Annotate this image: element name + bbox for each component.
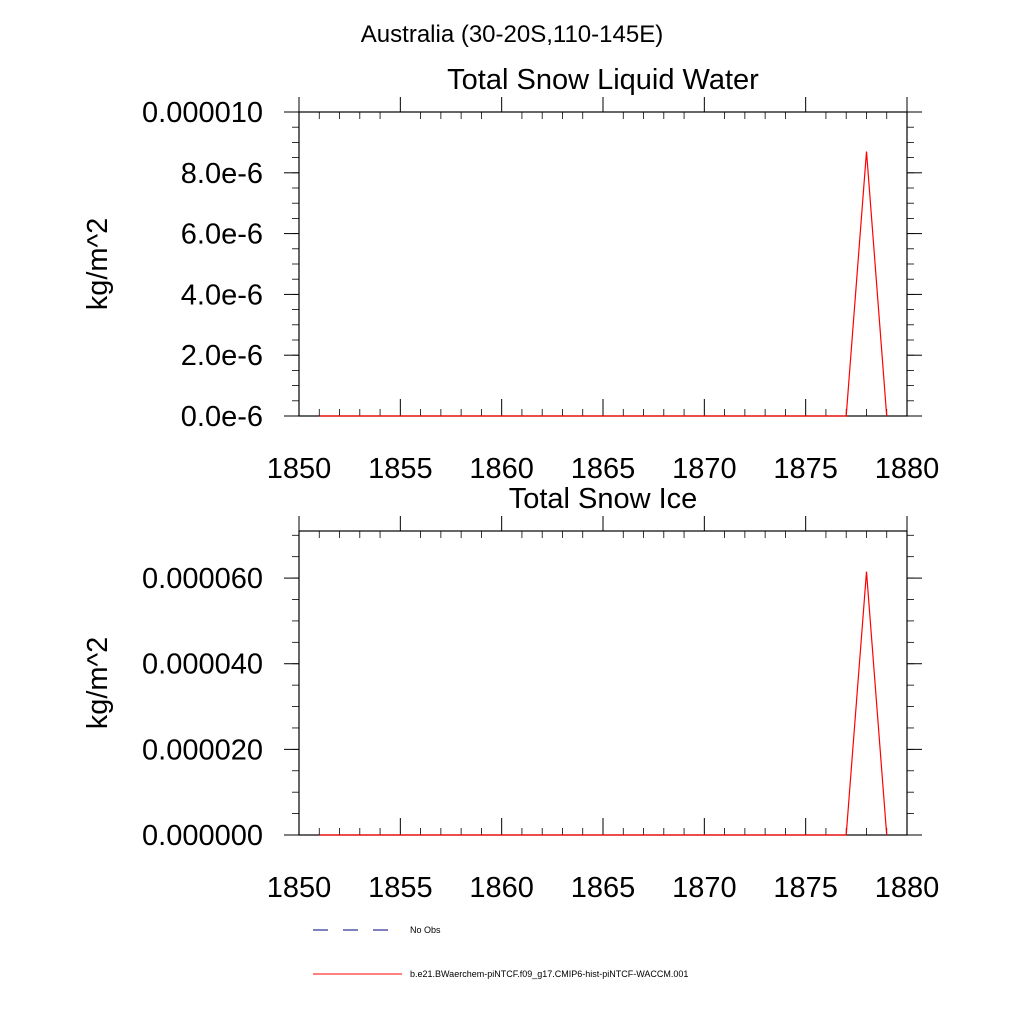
x-tick-label: 1855	[368, 453, 433, 485]
x-tick-label: 1855	[368, 872, 433, 904]
y-tick-label: 4.0e-6	[181, 279, 263, 311]
legend-label-model-run: b.e21.BWaerchem-piNTCF.f09_g17.CMIP6-his…	[410, 969, 688, 979]
x-tick-label: 1880	[875, 872, 940, 904]
x-tick-label: 1860	[469, 453, 534, 485]
series-line	[319, 571, 888, 836]
x-tick-label: 1870	[672, 872, 737, 904]
y-axis-label: kg/m^2	[82, 637, 114, 730]
x-tick-label: 1850	[267, 453, 332, 485]
y-tick-label: 0.000010	[142, 97, 263, 129]
figure-title: Australia (30-20S,110-145E)	[361, 21, 663, 48]
y-tick-label: 0.000000	[142, 820, 263, 852]
y-tick-label: 0.000020	[142, 734, 263, 766]
y-tick-label: 0.000040	[142, 649, 263, 681]
plot-frame	[298, 530, 908, 836]
y-tick-label: 0.000060	[142, 563, 263, 595]
y-tick-label: 8.0e-6	[181, 158, 263, 190]
chart-title: Total Snow Liquid Water	[447, 64, 759, 96]
x-tick-label: 1850	[267, 872, 332, 904]
y-axis-label: kg/m^2	[82, 218, 114, 311]
x-tick-label: 1865	[571, 453, 636, 485]
x-tick-label: 1875	[773, 872, 838, 904]
y-tick-label: 6.0e-6	[181, 219, 263, 251]
x-tick-label: 1865	[571, 872, 636, 904]
y-tick-label: 0.0e-6	[181, 401, 263, 433]
chart-title: Total Snow Ice	[509, 483, 698, 515]
series-line	[319, 151, 888, 417]
y-tick-label: 2.0e-6	[181, 340, 263, 372]
x-tick-label: 1870	[672, 453, 737, 485]
x-tick-label: 1880	[875, 453, 940, 485]
legend-label-no-obs: No Obs	[410, 925, 441, 935]
x-tick-label: 1860	[469, 872, 534, 904]
plot-frame	[298, 111, 908, 417]
x-tick-label: 1875	[773, 453, 838, 485]
chart-panel-snow-ice: Total Snow Ice kg/m^2 1850 1855 1860 1865 1870…	[82, 483, 939, 904]
chart-panel-snow-liquid-water: Total Snow Liquid Water kg/m^2 1850 1855 186…	[82, 64, 939, 485]
legend: No Obs b.e21.BWaerchem-piNTCF.f09_g17.CM…	[313, 925, 688, 979]
